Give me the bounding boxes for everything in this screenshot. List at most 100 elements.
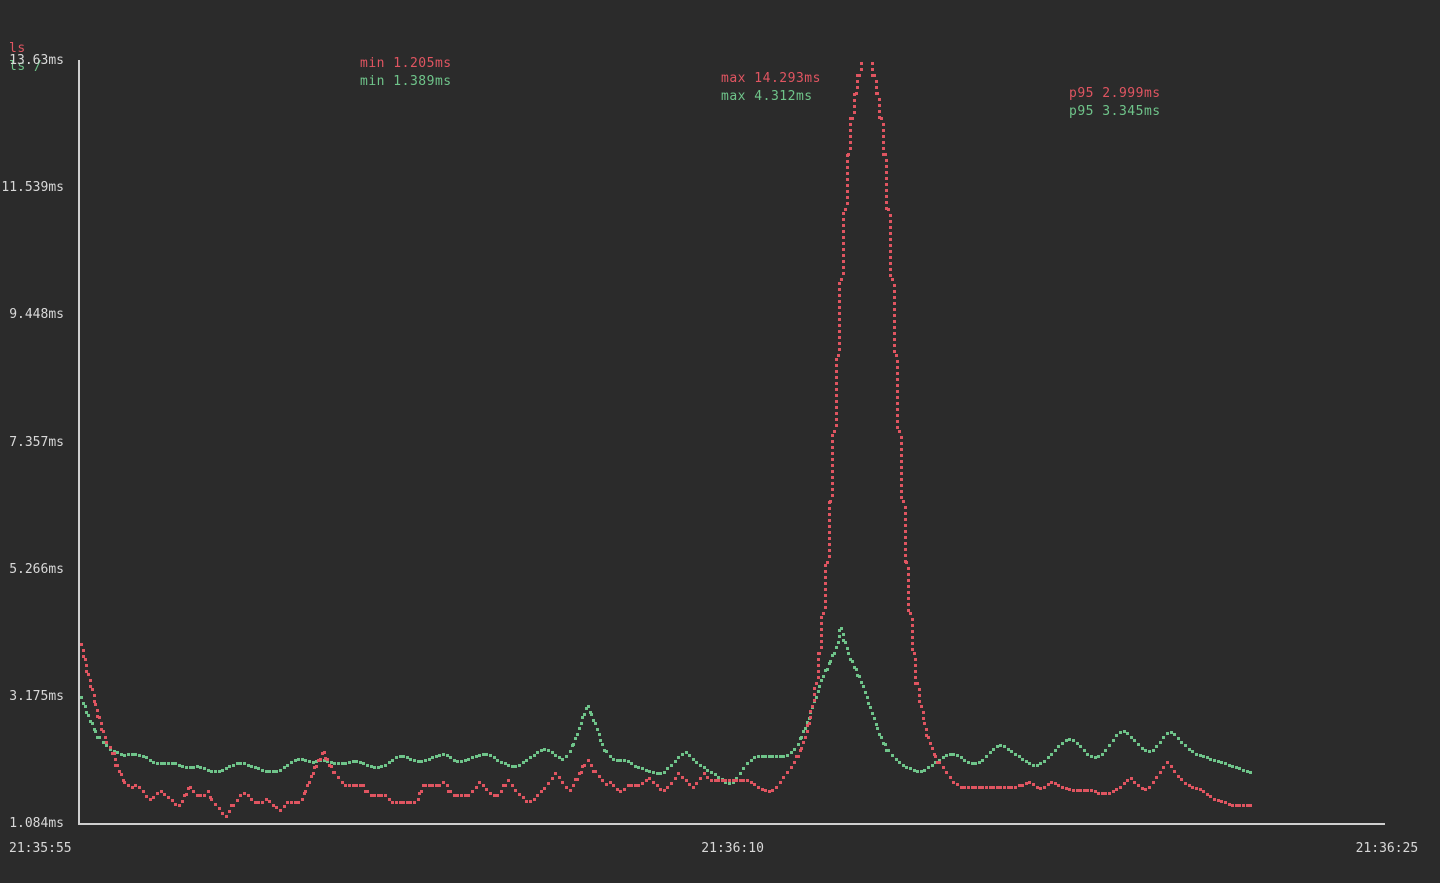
x-axis-tick: 21:35:55 — [9, 841, 72, 856]
chart-data-point — [896, 384, 899, 387]
chart-data-point — [971, 786, 974, 789]
chart-data-point — [91, 722, 94, 725]
chart-data-point — [896, 408, 899, 411]
chart-data-point — [131, 786, 134, 789]
chart-data-point — [406, 756, 409, 759]
chart-data-point — [225, 767, 228, 770]
chart-data-point — [96, 709, 99, 712]
chart-data-point — [275, 806, 278, 809]
chart-data-point — [489, 754, 492, 757]
chart-data-point — [1228, 803, 1231, 806]
chart-data-point — [1086, 753, 1089, 756]
chart-data-point — [1021, 758, 1024, 761]
chart-data-point — [838, 306, 841, 309]
chart-data-point — [885, 171, 888, 174]
chart-data-point — [885, 183, 888, 186]
y-axis-tick: 11.539ms — [1, 180, 64, 196]
chart-data-point — [1206, 756, 1209, 759]
chart-data-point — [996, 786, 999, 789]
chart-data-point — [835, 382, 838, 385]
chart-data-point — [1065, 787, 1068, 790]
chart-data-point — [399, 801, 402, 804]
chart-data-point — [80, 643, 83, 646]
chart-data-point — [938, 759, 941, 762]
chart-data-point — [659, 772, 662, 775]
chart-data-point — [82, 655, 85, 658]
chart-data-point — [817, 670, 820, 673]
chart-data-point — [911, 648, 914, 651]
chart-data-point — [681, 753, 684, 756]
chart-data-point — [236, 799, 239, 802]
chart-data-point — [348, 761, 351, 764]
chart-data-point — [806, 724, 809, 727]
chart-data-point — [1123, 730, 1126, 733]
chart-data-point — [842, 212, 845, 215]
chart-data-point — [496, 759, 499, 762]
chart-data-point — [1202, 790, 1205, 793]
chart-data-point — [98, 716, 101, 719]
chart-data-point — [312, 761, 315, 764]
chart-data-point — [239, 794, 242, 797]
chart-data-point — [907, 585, 910, 588]
chart-data-point — [1141, 787, 1144, 790]
chart-data-point — [210, 770, 213, 773]
chart-data-point — [896, 372, 899, 375]
chart-data-point — [142, 790, 145, 793]
chart-data-point — [1039, 762, 1042, 765]
chart-data-point — [196, 794, 199, 797]
chart-data-point — [793, 748, 796, 751]
chart-data-point — [453, 759, 456, 762]
chart-data-point — [471, 756, 474, 759]
chart-data-point — [835, 412, 838, 415]
chart-data-point — [1199, 788, 1202, 791]
chart-data-point — [500, 790, 503, 793]
chart-data-point — [554, 754, 557, 757]
chart-data-point — [409, 758, 412, 761]
chart-data-point — [232, 804, 235, 807]
chart-data-point — [558, 756, 561, 759]
chart-data-point — [341, 781, 344, 784]
chart-data-point — [297, 758, 300, 761]
chart-data-point — [828, 543, 831, 546]
chart-data-point — [896, 396, 899, 399]
chart-data-point — [333, 762, 336, 765]
chart-data-point — [196, 765, 199, 768]
chart-data-point — [900, 448, 903, 451]
chart-data-point — [518, 793, 521, 796]
chart-data-point — [420, 790, 423, 793]
chart-data-point — [828, 507, 831, 510]
chart-data-point — [1097, 792, 1100, 795]
chart-data-point — [192, 790, 195, 793]
chart-data-point — [460, 760, 463, 763]
chart-data-point — [1155, 776, 1158, 779]
chart-data-point — [572, 784, 575, 787]
chart-data-point — [963, 759, 966, 762]
chart-data-point — [104, 736, 107, 739]
chart-data-point — [831, 494, 834, 497]
chart-data-point — [167, 796, 170, 799]
chart-data-point — [882, 135, 885, 138]
chart-data-point — [724, 781, 727, 784]
chart-data-point — [1137, 743, 1140, 746]
chart-data-point — [750, 781, 753, 784]
chart-data-point — [666, 786, 669, 789]
chart-data-point — [209, 796, 212, 799]
chart-data-point — [581, 765, 584, 768]
chart-data-point — [922, 711, 925, 714]
chart-data-point — [826, 561, 829, 564]
chart-data-point — [703, 766, 706, 769]
x-axis-tick: 21:36:10 — [701, 841, 764, 856]
chart-data-point — [880, 736, 883, 739]
chart-data-point — [105, 741, 108, 744]
chart-data-point — [1108, 744, 1111, 747]
chart-data-point — [956, 783, 959, 786]
chart-data-point — [893, 320, 896, 323]
chart-data-point — [652, 771, 655, 774]
chart-data-point — [1115, 788, 1118, 791]
chart-data-point — [323, 759, 326, 762]
chart-data-point — [860, 68, 863, 71]
chart-data-point — [344, 784, 347, 787]
chart-data-point — [875, 80, 878, 83]
chart-data-point — [1050, 753, 1053, 756]
chart-data-point — [1152, 749, 1155, 752]
